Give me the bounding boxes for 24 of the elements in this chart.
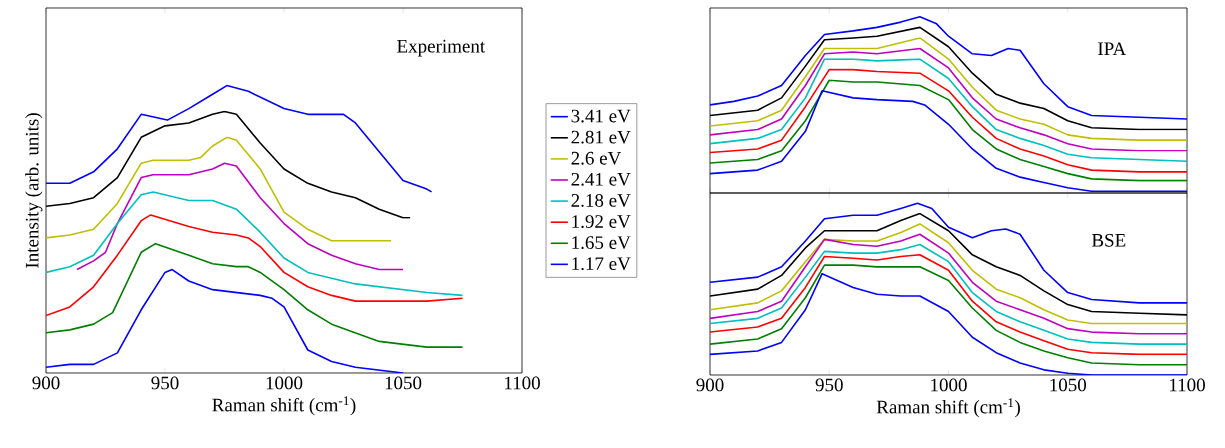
legend-label: 2.41 eV	[571, 172, 631, 186]
x-tick-label: 1050	[385, 376, 422, 390]
x-tick-label: 1100	[505, 376, 540, 390]
x-axis-title: Raman shift (cm$^{-1}$)	[212, 396, 356, 416]
x-tick-label: 1050	[1050, 378, 1087, 392]
x-tick-label: 1100	[1170, 378, 1205, 392]
x-tick-label: 950	[151, 376, 179, 390]
legend-label: 1.92 eV	[572, 215, 631, 229]
x-tick-label: 900	[32, 376, 60, 390]
y-axis-title: Intensity (arb. units)	[25, 113, 43, 268]
legend-label: 2.18 eV	[571, 194, 631, 207]
legend-label: 2.6 eV	[571, 151, 622, 165]
x-axis-title: Raman shift (cm$^{-1}$)	[876, 398, 1020, 418]
legend-label: 2.81 eV	[571, 130, 631, 144]
legend-label: 1.65 eV	[572, 236, 631, 250]
legend-label: 1.17 eV	[572, 257, 631, 271]
x-tick-label: 950	[815, 378, 843, 392]
legend-label: 3.41 eV	[571, 109, 631, 123]
text: BSE	[1091, 233, 1126, 247]
x-tick-label: 1000	[931, 378, 967, 392]
x-tick-label: 900	[696, 378, 724, 392]
chart-title: Experiment	[397, 39, 486, 57]
text: IPA	[1098, 42, 1127, 55]
x-tick-label: 1000	[266, 376, 303, 390]
